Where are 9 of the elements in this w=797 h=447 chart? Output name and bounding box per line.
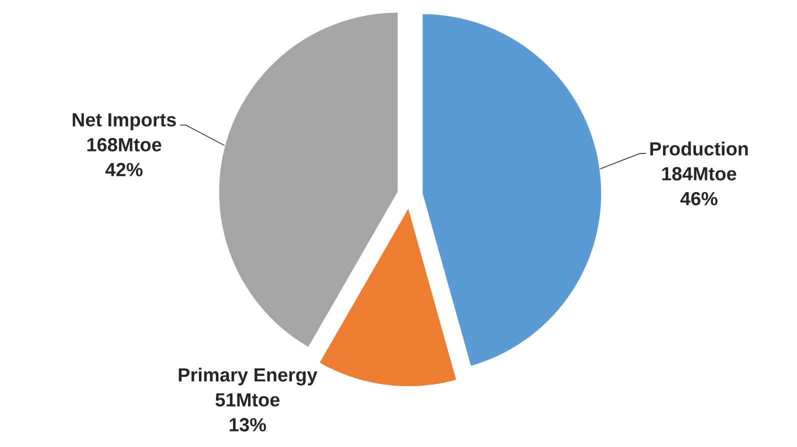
data-label: 168Mtoe [87, 138, 162, 152]
text: 42% [105, 162, 143, 176]
data-label: 184Mtoe [662, 167, 736, 180]
text: 46% [680, 192, 718, 206]
slice-label: Net Imports [72, 113, 176, 130]
text: 13% [230, 418, 266, 432]
data-label: 51Mtoe [216, 393, 280, 407]
slice-label: Primary Energy [178, 368, 318, 386]
slice-label: Production [650, 142, 748, 156]
